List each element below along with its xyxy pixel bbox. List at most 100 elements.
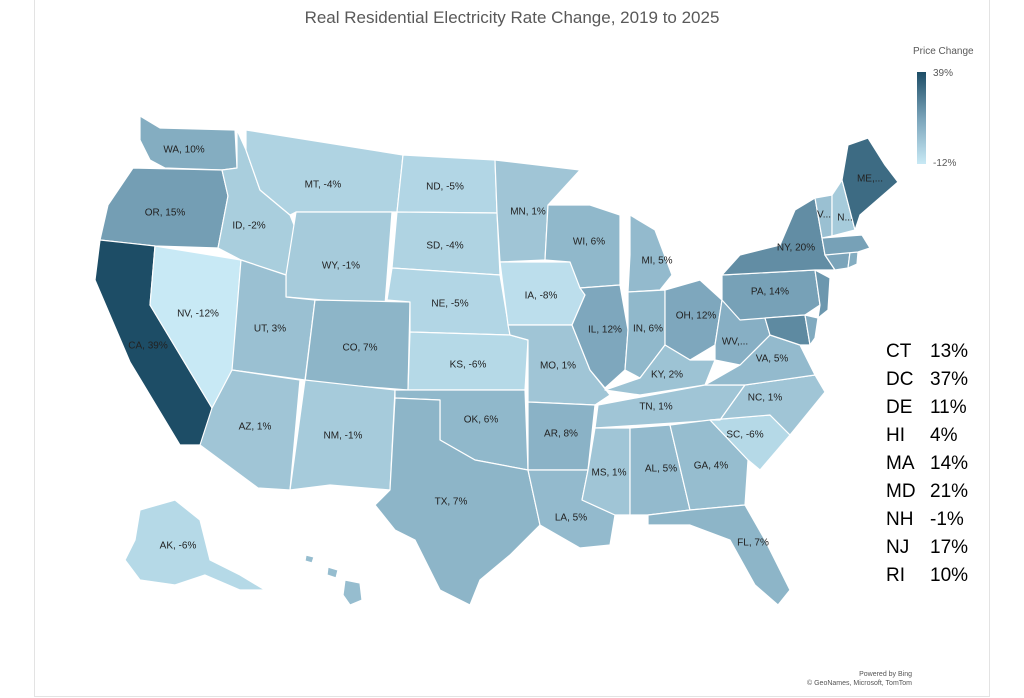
row-value: 17% — [930, 537, 969, 558]
table-row: DC 37% — [886, 366, 990, 394]
state-HI-2[interactable] — [326, 566, 339, 579]
state-label-NV: NV, -12% — [177, 309, 219, 320]
row-value: 14% — [930, 453, 969, 474]
table-row: RI 10% — [886, 562, 990, 590]
state-label-TN: TN, 1% — [639, 402, 672, 413]
state-label-LA: LA, 5% — [555, 513, 587, 524]
state-TX[interactable] — [374, 397, 541, 606]
state-label-MN: MN, 1% — [510, 207, 546, 218]
state-label-AK: AK, -6% — [160, 541, 197, 552]
state-label-AL: AL, 5% — [645, 464, 677, 475]
credit-sources: © GeoNames, Microsoft, TomTom — [807, 680, 912, 687]
state-label-IN: IN, 6% — [633, 324, 663, 335]
legend-title: Price Change — [913, 46, 974, 57]
state-MD[interactable] — [764, 314, 811, 346]
state-label-AR: AR, 8% — [544, 429, 578, 440]
row-abbr: NH — [886, 509, 914, 530]
state-label-KS: KS, -6% — [450, 360, 487, 371]
state-label-KY: KY, 2% — [651, 370, 683, 381]
row-abbr: NJ — [886, 537, 910, 558]
state-RI[interactable] — [847, 251, 859, 269]
state-label-SC: SC, -6% — [726, 430, 763, 441]
table-row: NH -1% — [886, 506, 990, 534]
state-label-NH: N... — [837, 213, 853, 224]
row-value: 11% — [930, 397, 967, 418]
row-abbr: DC — [886, 369, 914, 390]
state-label-SD: SD, -4% — [426, 241, 463, 252]
map-credit: Powered by Bing © GeoNames, Microsoft, T… — [807, 670, 912, 688]
state-label-IL: IL, 12% — [588, 325, 622, 336]
state-label-WI: WI, 6% — [573, 237, 605, 248]
state-AZ[interactable] — [199, 369, 301, 491]
row-abbr: MA — [886, 453, 915, 474]
state-NM[interactable] — [289, 379, 396, 491]
table-row: MD 21% — [886, 478, 990, 506]
row-abbr: DE — [886, 397, 913, 418]
state-label-MS: MS, 1% — [591, 468, 626, 479]
legend-min-label: -12% — [933, 158, 957, 169]
state-label-ND: ND, -5% — [426, 182, 464, 193]
table-row: CT 13% — [886, 338, 990, 366]
state-label-ME: ME,... — [857, 174, 883, 185]
state-WA[interactable] — [139, 115, 238, 171]
state-label-OR: OR, 15% — [145, 208, 186, 219]
state-HI-1[interactable] — [342, 579, 363, 606]
state-label-TX: TX, 7% — [435, 497, 468, 508]
state-label-PA: PA, 14% — [751, 287, 789, 298]
row-value: 10% — [930, 565, 969, 586]
state-WY[interactable] — [285, 211, 393, 306]
state-IL[interactable] — [571, 284, 629, 389]
state-MA[interactable] — [821, 234, 871, 256]
state-label-NC: NC, 1% — [748, 393, 783, 404]
state-label-MI: MI, 5% — [641, 256, 672, 267]
map-frame — [34, 0, 990, 697]
state-label-OH: OH, 12% — [676, 311, 717, 322]
state-label-NE: NE, -5% — [431, 299, 468, 310]
state-label-WV: WV,... — [722, 337, 748, 348]
legend-max-label: 39% — [933, 68, 954, 79]
credit-powered-by: Powered by Bing — [859, 671, 912, 678]
state-label-AZ: AZ, 1% — [239, 422, 272, 433]
state-AK[interactable] — [124, 499, 266, 591]
state-label-VA: VA, 5% — [756, 354, 789, 365]
row-abbr: CT — [886, 341, 912, 362]
state-KS[interactable] — [407, 331, 529, 391]
table-row: DE 11% — [886, 394, 990, 422]
state-label-MO: MO, 1% — [540, 361, 576, 372]
table-row: MA 14% — [886, 450, 990, 478]
state-MI[interactable] — [627, 214, 673, 293]
small-states-table: CT 13% DC 37% DE 11% HI 4% MA 14% MD 21% NH -1%… — [886, 338, 990, 590]
state-DE[interactable] — [804, 314, 819, 346]
state-label-WA: WA, 10% — [163, 145, 204, 156]
state-label-CO: CO, 7% — [342, 343, 377, 354]
state-label-FL: FL, 7% — [737, 538, 769, 549]
row-value: 21% — [930, 481, 969, 502]
state-ME[interactable] — [841, 137, 899, 231]
table-row: NJ 17% — [886, 534, 990, 562]
legend-color-bar — [917, 72, 926, 164]
row-value: 37% — [930, 369, 969, 390]
state-label-UT: UT, 3% — [254, 324, 286, 335]
row-value: 13% — [930, 341, 969, 362]
state-label-CA: CA, 39% — [128, 341, 168, 352]
state-FL[interactable] — [647, 504, 791, 606]
row-abbr: RI — [886, 565, 905, 586]
state-label-ID: ID, -2% — [232, 221, 265, 232]
row-value: -1% — [930, 509, 964, 530]
state-NJ[interactable] — [814, 269, 831, 319]
table-row: HI 4% — [886, 422, 990, 450]
state-KY[interactable] — [604, 344, 716, 396]
row-abbr: HI — [886, 425, 905, 446]
row-abbr: MD — [886, 481, 916, 502]
state-label-MT: MT, -4% — [305, 180, 342, 191]
state-GA[interactable] — [669, 419, 749, 511]
state-label-VT: V... — [817, 210, 831, 221]
row-value: 4% — [930, 425, 958, 446]
state-label-NM: NM, -1% — [324, 431, 363, 442]
map-title: Real Residential Electricity Rate Change… — [304, 8, 720, 27]
state-label-GA: GA, 4% — [694, 461, 729, 472]
state-HI-3[interactable] — [304, 554, 315, 564]
state-label-NY: NY, 20% — [777, 243, 815, 254]
state-label-IA: IA, -8% — [525, 291, 558, 302]
